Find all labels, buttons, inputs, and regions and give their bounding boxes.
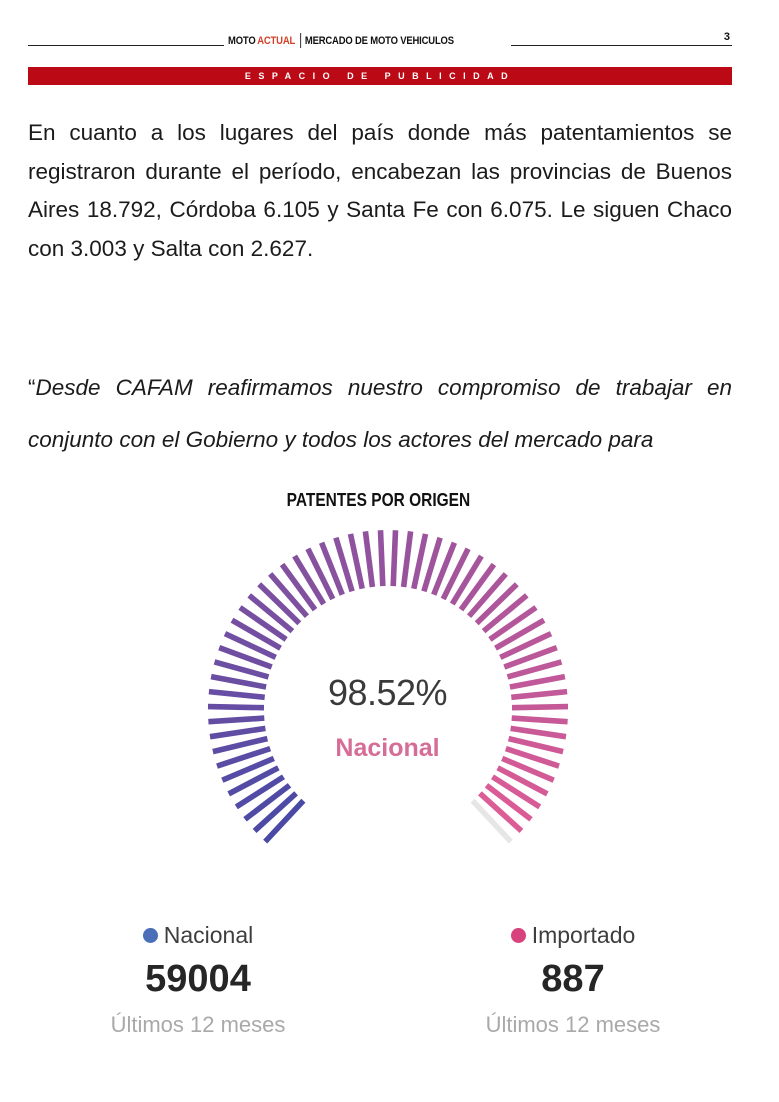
gauge-tick <box>223 631 277 660</box>
gauge-tick <box>421 536 443 593</box>
importado-count: 887 <box>541 958 605 1000</box>
gauge-tick <box>474 582 519 626</box>
gauge-tick <box>279 562 318 612</box>
legend-nacional: Nacional 59004 Últimos 12 meses <box>68 920 328 1039</box>
gauge-tick <box>494 617 546 651</box>
gauge-tick <box>305 547 336 601</box>
page-number: 3 <box>723 31 730 43</box>
ad-space-banner[interactable]: ESPACIO DE PUBLICIDAD <box>28 67 732 85</box>
gauge-center-value: 98.52% <box>327 672 448 713</box>
importado-dot-icon <box>510 928 526 943</box>
gauge-tick <box>484 783 533 822</box>
gauge-tick <box>503 644 558 670</box>
gauge-tick <box>509 673 566 690</box>
chart-title: PATENTES POR ORIGEN <box>286 490 471 510</box>
gauge-tick <box>466 572 508 619</box>
gauge-tick <box>243 783 292 822</box>
quote-paragraph: “Desde CAFAM reafirmamos nuestro comprom… <box>28 362 732 466</box>
gauge-tick <box>504 745 560 769</box>
gauge-tick <box>400 531 414 588</box>
gauge-tick <box>333 536 355 593</box>
gauge-tick <box>511 715 568 725</box>
quote-text: Desde CAFAM reafirmamos nuestro compromi… <box>28 375 732 452</box>
gauge-tick <box>213 659 270 680</box>
nacional-dot-icon <box>142 928 158 943</box>
gauge-tick <box>247 593 295 634</box>
header-rule-left <box>28 45 224 46</box>
gauge-tick <box>208 715 265 725</box>
gauge-tick <box>218 644 273 670</box>
gauge-tick <box>501 755 555 783</box>
header-rule-right <box>511 45 732 46</box>
gauge-center-label: Nacional <box>335 734 440 762</box>
gauge-tick <box>252 791 298 833</box>
gauge-tick <box>221 755 275 783</box>
masthead: MOTO ACTUAL MERCADO DE MOTO VEHICULOS <box>228 33 454 48</box>
nacional-period: Últimos 12 meses <box>110 1012 286 1037</box>
gauge-tick <box>318 541 345 596</box>
importado-period: Últimos 12 meses <box>485 1012 661 1037</box>
brand-moto: MOTO <box>228 35 256 47</box>
gauge-tick <box>208 688 265 701</box>
gauge-tick <box>210 673 267 690</box>
gauge-tick <box>234 774 286 810</box>
brand-actual: ACTUAL <box>257 35 296 47</box>
gauge-tick <box>411 533 429 590</box>
gauge-tick <box>490 774 542 810</box>
legend-importado-label-row: Importado <box>443 920 703 950</box>
gauge-tick <box>216 745 272 769</box>
gauge-tick <box>511 688 568 701</box>
gauge-tick <box>238 605 288 642</box>
gauge-tick <box>209 725 266 740</box>
gauge-tick <box>440 547 471 601</box>
gauge-tick <box>496 765 549 797</box>
gauge-tick <box>292 554 327 606</box>
gauge-tick <box>506 659 563 680</box>
legend-nacional-name: Nacional <box>163 922 254 948</box>
gauge-tick <box>449 554 484 606</box>
gauge-tick <box>257 582 302 626</box>
gauge-tick <box>499 631 553 660</box>
page-header: MOTO ACTUAL MERCADO DE MOTO VEHICULOS 3 <box>28 26 732 50</box>
nacional-count: 59004 <box>145 958 251 1000</box>
gauge-tick <box>212 735 269 755</box>
body-paragraph: En cuanto a los lugares del país donde m… <box>28 120 732 261</box>
legend-nacional-label-row: Nacional <box>68 920 328 950</box>
gauge-tick <box>511 703 569 711</box>
gauge-tick <box>488 605 538 642</box>
gauge-tick <box>507 735 564 755</box>
masthead-separator <box>300 33 302 48</box>
gauge-chart <box>207 530 569 844</box>
gauge-tick <box>390 530 399 587</box>
gauge-tick <box>263 798 306 844</box>
gauge-tick <box>362 531 376 588</box>
gauge-tick <box>207 703 265 711</box>
legend-importado-name: Importado <box>531 922 636 948</box>
gauge-tick <box>478 791 524 833</box>
quote-open-mark: “ <box>28 375 36 400</box>
gauge-tick <box>458 562 497 612</box>
gauge-tick <box>268 572 310 619</box>
gauge-tick <box>377 530 386 587</box>
section-title: MERCADO DE MOTO VEHICULOS <box>304 35 454 47</box>
gauge-tick <box>227 765 280 797</box>
gauge-tick <box>470 798 513 844</box>
gauge-tick <box>230 617 282 651</box>
gauge-tick <box>510 725 567 740</box>
gauge-tick <box>431 541 458 596</box>
legend-importado: Importado 887 Últimos 12 meses <box>443 920 703 1039</box>
gauge-tick <box>481 593 529 634</box>
gauge-tick <box>347 533 365 590</box>
